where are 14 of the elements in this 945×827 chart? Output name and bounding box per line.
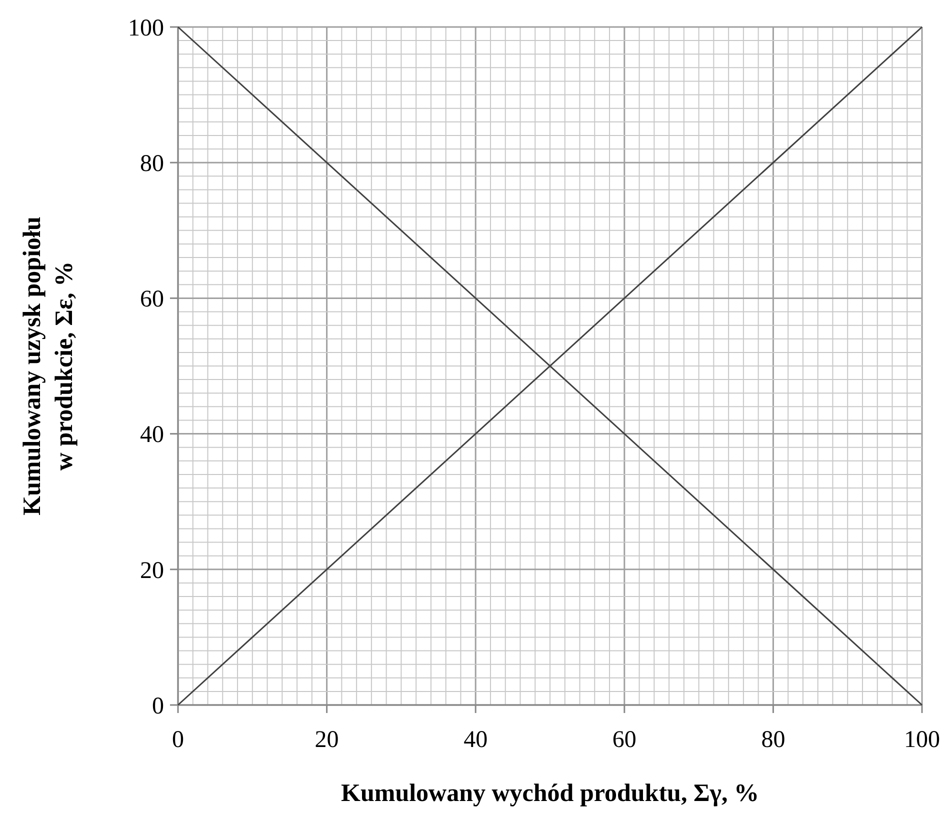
x-tick-label: 20: [314, 727, 339, 753]
y-tick-label: 100: [128, 15, 164, 42]
x-tick-label: 0: [172, 727, 184, 753]
x-axis-title: Kumulowany wychód produktu, Σγ, %: [341, 780, 759, 807]
x-tick-label: 80: [761, 727, 786, 753]
x-tick-label: 40: [464, 727, 488, 753]
y-tick-label: 0: [152, 693, 164, 720]
y-axis-title: Kumulowany uzysk popiołu w produkcie, Σε, %: [19, 216, 78, 516]
y-tick-label: 20: [140, 558, 164, 584]
y-tick-label: 80: [140, 151, 164, 177]
x-tick-label: 60: [612, 727, 636, 753]
y-tick-label: 40: [140, 422, 164, 448]
y-tick-label: 60: [140, 286, 164, 313]
x-tick-label: 100: [904, 727, 940, 753]
